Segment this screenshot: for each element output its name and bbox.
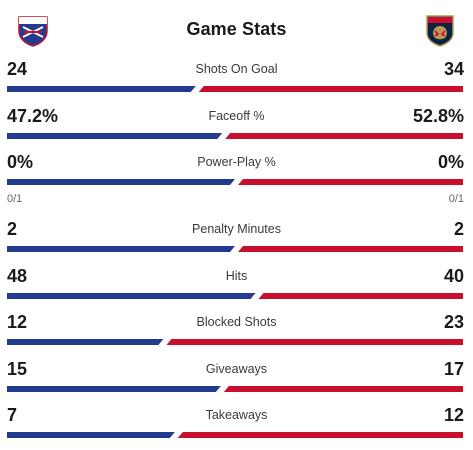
away-share-bar: [238, 179, 463, 185]
away-value: 0%: [437, 152, 464, 172]
home-share-bar: [7, 133, 223, 139]
florida-panthers-logo-icon: [426, 15, 454, 47]
away-value: 2: [453, 219, 464, 239]
away-share-bar: [177, 432, 464, 438]
stat-row-hits: 48 Hits 40: [0, 266, 473, 306]
stat-row-faceoff: 47.2% Faceoff % 52.8%: [0, 106, 473, 146]
comparison-bar: [7, 133, 463, 139]
page-title: Game Stats: [186, 19, 287, 39]
away-share-bar: [166, 339, 463, 345]
away-value: 52.8%: [412, 106, 464, 126]
away-share-bar: [225, 133, 463, 139]
home-value: 12: [7, 312, 28, 332]
comparison-bar: [7, 86, 463, 92]
away-sub-value: 0/1: [448, 193, 464, 205]
stat-label: Faceoff %: [208, 109, 265, 123]
comparison-bar: [7, 339, 463, 345]
stat-label: Blocked Shots: [196, 315, 277, 329]
stat-row-shots-on-goal: 24 Shots On Goal 34: [0, 59, 473, 99]
comparison-bar: [7, 432, 464, 438]
new-york-rangers-logo-icon: [18, 16, 48, 47]
stat-label: Penalty Minutes: [192, 222, 281, 236]
away-value: 34: [443, 59, 464, 79]
stat-row-blocked-shots: 12 Blocked Shots 23: [0, 312, 473, 352]
home-share-bar: [7, 432, 175, 438]
stat-label: Power-Play %: [197, 155, 276, 169]
home-value: 7: [7, 405, 18, 425]
stat-label: Giveaways: [205, 362, 268, 376]
stat-row-giveaways: 15 Giveaways 17: [0, 359, 473, 399]
away-value: 17: [443, 359, 464, 379]
away-share-bar: [258, 293, 463, 299]
comparison-bar: [7, 179, 463, 185]
away-value: 40: [443, 266, 464, 286]
home-share-bar: [7, 246, 235, 252]
comparison-bar: [7, 386, 463, 392]
home-value: 48: [7, 266, 28, 286]
home-value: 24: [7, 59, 28, 79]
home-value: 47.2%: [7, 106, 59, 126]
home-share-bar: [7, 339, 164, 345]
away-share-bar: [223, 386, 463, 392]
home-sub-value: 0/1: [7, 193, 23, 205]
home-share-bar: [7, 179, 235, 185]
home-value: 0%: [7, 152, 34, 172]
home-share-bar: [7, 386, 221, 392]
stat-row-penalty-minutes: 2 Penalty Minutes 2: [0, 219, 473, 259]
game-stats-header: Game Stats: [0, 0, 473, 56]
comparison-bar: [7, 293, 463, 299]
away-share-bar: [198, 86, 463, 92]
stat-row-power-play: 0% Power-Play % 0%: [0, 152, 473, 192]
home-share-bar: [7, 86, 196, 92]
home-value: 2: [7, 219, 18, 239]
stat-label: Takeaways: [205, 408, 268, 422]
home-share-bar: [7, 293, 256, 299]
stat-label: Shots On Goal: [195, 62, 278, 76]
away-value: 12: [443, 405, 464, 425]
stat-label: Hits: [225, 269, 248, 283]
away-value: 23: [443, 312, 464, 332]
away-share-bar: [238, 246, 463, 252]
comparison-bar: [7, 246, 463, 252]
stat-row-takeaways: 7 Takeaways 12: [0, 405, 473, 445]
home-value: 15: [7, 359, 28, 379]
